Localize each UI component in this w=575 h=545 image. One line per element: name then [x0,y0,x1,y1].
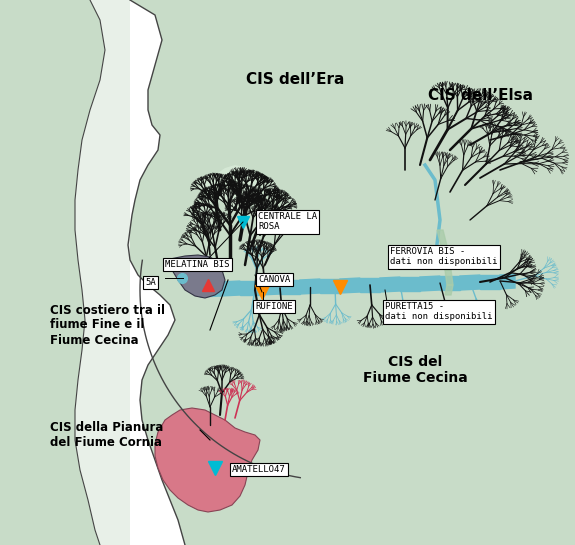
Text: RUFIONE: RUFIONE [255,302,293,311]
Text: MELATINA BIS: MELATINA BIS [165,260,229,269]
Polygon shape [480,275,500,289]
Polygon shape [340,278,360,293]
Text: CIS dell’Era: CIS dell’Era [246,72,344,88]
Text: CIS costiero tra il
fiume Fine e il
Fiume Cecina: CIS costiero tra il fiume Fine e il Fium… [50,304,165,347]
Polygon shape [165,255,225,298]
Polygon shape [260,280,280,295]
Text: 5A: 5A [145,278,156,287]
Polygon shape [280,280,300,294]
Text: CANOVA: CANOVA [258,275,290,284]
Polygon shape [200,282,220,297]
Polygon shape [220,281,240,296]
Polygon shape [442,250,451,270]
Text: FERROVIA BIS -
dati non disponibili: FERROVIA BIS - dati non disponibili [390,247,497,267]
Polygon shape [420,276,440,291]
Polygon shape [320,279,340,293]
Polygon shape [440,276,460,290]
Polygon shape [360,278,380,292]
Text: AMATELLO47: AMATELLO47 [232,465,286,474]
Text: CIS dell’Elsa: CIS dell’Elsa [427,88,532,102]
Polygon shape [128,0,575,545]
Polygon shape [445,270,453,285]
Text: PURETTA15 -
dati non disponibili: PURETTA15 - dati non disponibili [385,302,493,322]
Polygon shape [460,275,480,290]
Polygon shape [380,277,400,292]
Text: CENTRALE LA
ROSA: CENTRALE LA ROSA [258,212,317,232]
Polygon shape [445,285,453,295]
Polygon shape [500,274,515,289]
Polygon shape [200,165,258,205]
Polygon shape [75,0,130,545]
Polygon shape [437,230,448,250]
Polygon shape [0,0,105,545]
Polygon shape [400,277,420,291]
Text: CIS del
Fiume Cecina: CIS del Fiume Cecina [363,355,467,385]
Polygon shape [155,408,260,512]
Polygon shape [300,279,320,294]
Text: CIS della Pianura
del Fiume Cornia: CIS della Pianura del Fiume Cornia [50,421,163,449]
Polygon shape [240,281,260,295]
